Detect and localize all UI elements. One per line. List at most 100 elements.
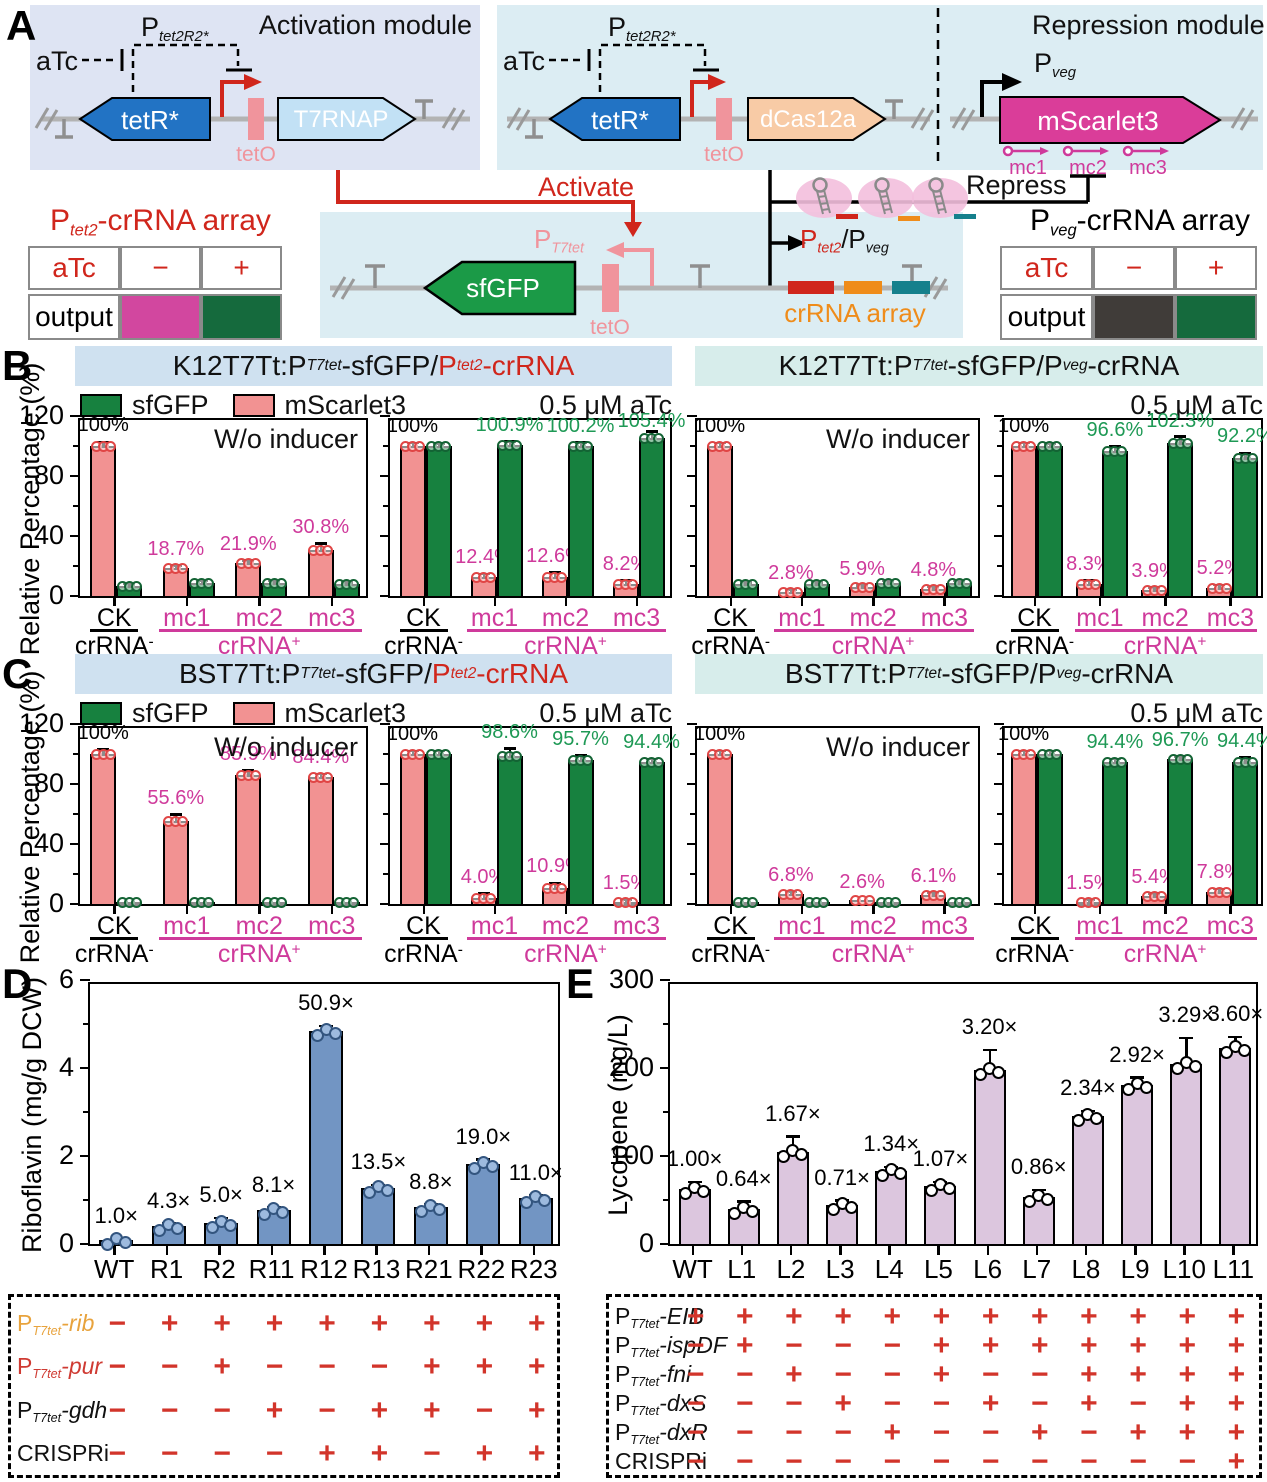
- fold-change-label: 50.9×: [298, 990, 354, 1016]
- y-minor-tick: [690, 445, 697, 447]
- data-point: [1246, 757, 1258, 769]
- crrna-minus-underline: [399, 629, 448, 632]
- crrna-minus-underline: [1010, 629, 1059, 632]
- plus-condition: +: [1227, 1386, 1246, 1420]
- x-tick: [323, 1246, 326, 1255]
- condition-row-label: PT7tet-fni: [615, 1361, 691, 1389]
- text-part: tet2R2*: [626, 28, 676, 45]
- output-plus-color: [201, 294, 282, 340]
- x-tick: [258, 598, 261, 606]
- text-part: crRNA: [1123, 940, 1198, 968]
- data-point: [1116, 757, 1128, 769]
- y-major-tick: [687, 534, 697, 537]
- data-point: [1051, 441, 1063, 452]
- bar-mScarlet3-mc3: [307, 777, 334, 904]
- y-tick-label: 80: [33, 768, 64, 798]
- y-major-tick: [70, 782, 80, 785]
- bar-mScarlet3-CK: [706, 754, 733, 904]
- data-point: [818, 896, 830, 908]
- data-point: [177, 562, 189, 574]
- data-point: [414, 749, 425, 760]
- plus-condition: +: [785, 1299, 803, 1333]
- x-tick: [1229, 906, 1232, 914]
- x-tick: [635, 906, 638, 914]
- ptet2-crrna-truth-table: aTc − + output: [28, 246, 282, 340]
- y-major-tick: [380, 782, 390, 785]
- text-part: veg: [1052, 64, 1076, 81]
- output-minus-color: [1093, 294, 1175, 340]
- text-part: veg: [1050, 221, 1077, 240]
- plot-area: 0 100 200 300 1.00× 0.64× 1.67× 0.71× 1.34× 1.07×…: [609, 964, 1263, 1258]
- bar-value-label: 30.8%: [292, 515, 350, 538]
- bar-sfGFP-mc1: [496, 756, 523, 904]
- bar-sfGFP-mc3: [1232, 457, 1259, 596]
- x-tick: [943, 598, 946, 606]
- x-category-label: L1: [727, 1254, 757, 1284]
- condition-row-label: PT7tet-pur: [17, 1353, 102, 1381]
- minus-condition: −: [686, 1386, 705, 1420]
- y-major-tick: [994, 534, 1004, 537]
- text-part: P: [1030, 204, 1051, 237]
- panel-b-letter: B: [2, 342, 33, 389]
- plus-condition: +: [1227, 1444, 1246, 1478]
- x-category-label: CK: [1017, 604, 1052, 632]
- chart-b-tet2-no-inducer: 0 40 80 120 100% 18.7% 21.9% 30.8% W/o inducer CK…: [19, 400, 368, 660]
- y-major-tick: [687, 474, 697, 477]
- fold-change-label: 3.20×: [961, 1014, 1018, 1040]
- text-part: +: [291, 633, 301, 651]
- fold-change-label: 8.1×: [251, 1171, 296, 1197]
- data-point: [747, 896, 759, 908]
- data-point: [1181, 437, 1193, 449]
- bar-R22: [466, 1164, 501, 1244]
- bar-value-label: 3.9%: [1131, 559, 1177, 582]
- pveg-crrna-truth-table: aTc − + output: [1000, 246, 1257, 340]
- minus-condition: −: [265, 1350, 284, 1384]
- crrna-plus-group-label: crRNA+: [524, 940, 607, 969]
- text-part: BST7Tt:P: [784, 658, 907, 689]
- atc-condition-label: 0.5 μM aTc: [539, 390, 672, 420]
- x-category-label: R22: [457, 1254, 506, 1284]
- y-minor-tick: [83, 1111, 90, 1113]
- error-bar-cap: [169, 813, 182, 816]
- plus-cell: +: [1175, 246, 1257, 290]
- bar-value-label: 8.3%: [1066, 552, 1112, 575]
- bar-value-label: 85.9%: [219, 742, 277, 765]
- y-minor-tick: [997, 445, 1004, 447]
- x-category-label: mc2: [235, 912, 283, 940]
- tetR-gene-arrow: [548, 97, 681, 141]
- error-bar-cap: [982, 1048, 997, 1052]
- text-part: tet2: [817, 240, 842, 257]
- bar-value-label: 100.2%: [546, 414, 615, 437]
- y-minor-tick: [83, 1199, 90, 1201]
- atc-cell: aTc: [28, 246, 120, 290]
- plus-condition: +: [735, 1328, 754, 1362]
- data-point: [104, 441, 116, 452]
- sfgfp-gene-label: sfGFP: [466, 272, 540, 303]
- text-part: -fni: [659, 1360, 692, 1387]
- fold-change-label: 1.67×: [765, 1100, 821, 1126]
- crrna-minus-underline: [1010, 937, 1059, 940]
- plus-condition: +: [318, 1306, 336, 1340]
- y-major-tick: [80, 978, 90, 981]
- crrna-minus-underline: [399, 937, 448, 940]
- data-point: [485, 572, 496, 584]
- text-part: +: [291, 941, 301, 959]
- y-major-tick: [80, 1066, 90, 1069]
- y-major-tick: [994, 782, 1004, 785]
- mc1-label: mc1: [1009, 157, 1047, 179]
- x-category-label: L5: [923, 1254, 953, 1284]
- bar-value-label: 100%: [77, 721, 129, 744]
- error-bar-cap: [314, 542, 327, 545]
- data-point: [485, 1160, 499, 1174]
- y-major-tick: [380, 474, 390, 477]
- mscarlet3-gene-label: mScarlet3: [1037, 105, 1159, 136]
- text-part: -crRNA array: [1076, 204, 1250, 237]
- y-tick-label: 100: [608, 1140, 654, 1170]
- x-tick: [422, 598, 425, 606]
- data-point: [348, 579, 360, 590]
- x-tick: [493, 598, 496, 606]
- data-point: [1051, 749, 1063, 760]
- x-category-label: mc2: [235, 604, 283, 632]
- chart-lycopene: 0 100 200 300 1.00× 0.64× 1.67× 0.71× 1.34× 1.07×…: [609, 964, 1263, 1284]
